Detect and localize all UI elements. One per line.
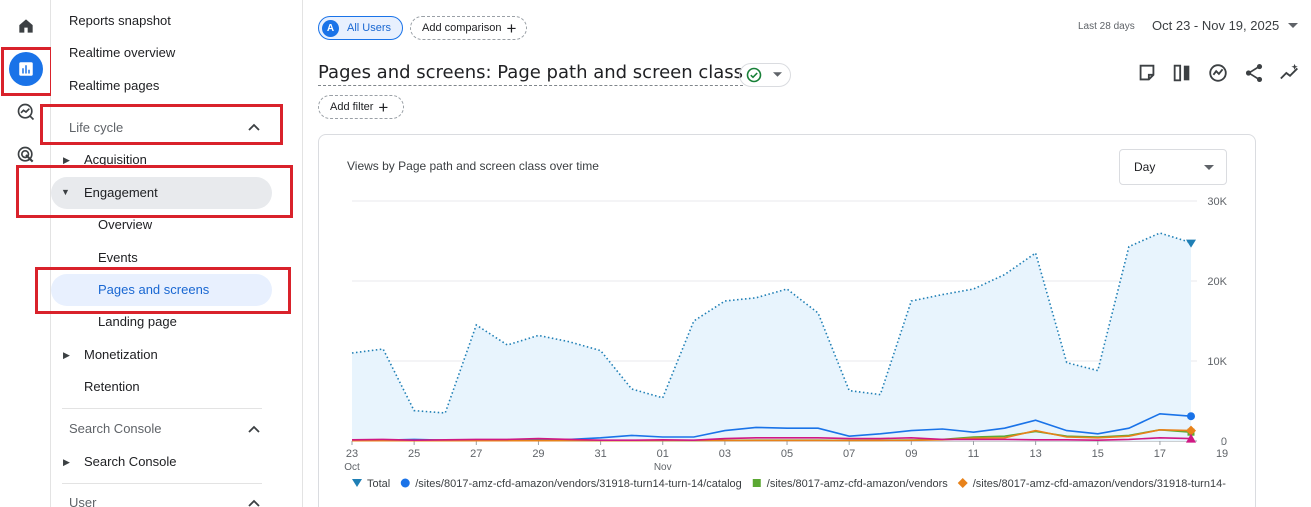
- nav-acquisition[interactable]: Acquisition: [84, 152, 147, 167]
- nav-search-console[interactable]: Search Console: [84, 454, 177, 469]
- y-tick-label: 30K: [1207, 196, 1227, 208]
- x-tick-label: 13: [1030, 448, 1042, 460]
- segment-label: All Users: [347, 22, 392, 34]
- series-endpoint: [1186, 425, 1196, 436]
- legend-label: /sites/8017-amz-cfd-amazon/vendors/31918…: [415, 478, 742, 490]
- compare-icon[interactable]: [1171, 62, 1193, 84]
- nav-pages-and-screens-bg: [51, 274, 272, 306]
- data-quality-chip[interactable]: [739, 63, 791, 87]
- nav-engagement-bg: [51, 177, 272, 209]
- page-title: Pages and screens: Page path and screen …: [318, 62, 744, 86]
- legend-marker: [957, 478, 968, 488]
- nav-landing-page[interactable]: Landing page: [98, 314, 177, 329]
- x-tick-label: 23: [346, 448, 358, 460]
- x-tick-label: 01: [657, 448, 669, 460]
- chart-title: Views by Page path and screen class over…: [347, 159, 599, 173]
- notes-icon[interactable]: [1136, 62, 1158, 84]
- interval-select-value: Day: [1134, 160, 1156, 174]
- x-tick-label: 07: [843, 448, 855, 460]
- y-tick-label: 10K: [1207, 356, 1227, 368]
- nav-overview[interactable]: Overview: [98, 217, 153, 232]
- nav-realtime-overview[interactable]: Realtime overview: [69, 45, 176, 60]
- caret-right-icon[interactable]: ▶: [63, 155, 70, 165]
- series-area-total: [352, 233, 1191, 441]
- legend-marker: [400, 478, 410, 488]
- share-icon[interactable]: [1243, 62, 1265, 84]
- x-tick-label: 19: [1216, 448, 1228, 460]
- date-range-label: Last 28 days: [1078, 21, 1135, 32]
- home-icon[interactable]: [9, 9, 43, 43]
- nav-section-user[interactable]: User: [69, 495, 97, 507]
- x-tick-label: 17: [1154, 448, 1166, 460]
- nav-events[interactable]: Events: [98, 250, 138, 265]
- add-filter-label: Add filter: [330, 101, 374, 113]
- nav-engagement[interactable]: Engagement: [84, 185, 158, 200]
- plus-icon: +: [378, 97, 389, 117]
- insights-icon[interactable]: [1207, 62, 1229, 84]
- trend-sparkle-icon[interactable]: [1279, 62, 1301, 84]
- legend-label: Total: [367, 478, 390, 490]
- reports-nav: Reports snapshot Realtime overview Realt…: [51, 0, 303, 507]
- check-circle-icon: [746, 67, 762, 83]
- x-tick-label: 09: [905, 448, 917, 460]
- chevron-up-icon[interactable]: [247, 498, 261, 507]
- x-tick-sublabel: Nov: [654, 462, 672, 473]
- x-tick-label: 25: [408, 448, 420, 460]
- advertising-icon[interactable]: [9, 138, 43, 172]
- segment-avatar: A: [322, 19, 339, 37]
- views-over-time-chart: 0 10K 20K 30K 23 Oct 25 27 29 31 01 Nov 03 05 07 09 11 13…: [344, 196, 1228, 490]
- chevron-up-icon[interactable]: [247, 122, 261, 132]
- caret-right-icon[interactable]: ▶: [63, 350, 70, 360]
- segment-chip-all-users[interactable]: A All Users: [318, 16, 403, 40]
- chevron-down-icon: [773, 72, 782, 77]
- caret-right-icon[interactable]: ▶: [63, 457, 70, 467]
- date-range-value[interactable]: Oct 23 - Nov 19, 2025: [1152, 18, 1280, 33]
- x-tick-label: 29: [532, 448, 544, 460]
- x-tick-label: 27: [470, 448, 482, 460]
- highlight-pages-and-screens: [35, 267, 291, 314]
- add-comparison-label: Add comparison: [422, 22, 502, 34]
- reports-icon[interactable]: [9, 52, 43, 86]
- legend-label: /sites/8017-amz-cfd-amazon/vendors: [767, 478, 948, 490]
- add-filter-button[interactable]: Add filter +: [318, 95, 404, 119]
- legend-label: /sites/8017-amz-cfd-amazon/vendors/31918…: [973, 478, 1226, 490]
- highlight-lifecycle: [40, 104, 283, 145]
- nav-section-search-console[interactable]: Search Console: [69, 421, 162, 436]
- left-rail: [0, 0, 51, 507]
- explore-icon[interactable]: [9, 95, 43, 129]
- nav-retention[interactable]: Retention: [84, 379, 140, 394]
- nav-divider: [62, 408, 262, 409]
- x-tick-label: 03: [719, 448, 731, 460]
- chevron-up-icon[interactable]: [247, 424, 261, 434]
- interval-select[interactable]: Day: [1119, 149, 1227, 185]
- series-endpoint: [1186, 433, 1196, 443]
- chevron-down-icon[interactable]: [1287, 22, 1299, 30]
- caret-down-icon[interactable]: ▼: [61, 187, 70, 197]
- plus-icon: +: [506, 18, 517, 38]
- highlight-engagement: [16, 165, 293, 218]
- add-comparison-button[interactable]: Add comparison +: [410, 16, 527, 40]
- nav-monetization[interactable]: Monetization: [84, 347, 158, 362]
- nav-divider: [62, 483, 262, 484]
- legend-marker: [752, 479, 761, 487]
- series-line-4: [351, 436, 1192, 442]
- x-tick-sublabel: Oct: [344, 462, 360, 473]
- series-line-3: [352, 428, 1192, 442]
- chevron-down-icon: [1204, 165, 1214, 170]
- y-tick-label: 0: [1221, 436, 1227, 448]
- x-tick-label: 05: [781, 448, 793, 460]
- nav-section-lifecycle[interactable]: Life cycle: [69, 120, 124, 135]
- nav-reports-snapshot[interactable]: Reports snapshot: [69, 13, 171, 28]
- series-endpoint: [1187, 412, 1195, 421]
- y-tick-label: 20K: [1207, 276, 1227, 288]
- legend-marker-total: [352, 479, 362, 487]
- x-tick-label: 31: [594, 448, 606, 460]
- x-tick-label: 11: [968, 448, 979, 460]
- nav-realtime-pages[interactable]: Realtime pages: [69, 78, 160, 93]
- nav-pages-and-screens[interactable]: Pages and screens: [98, 282, 210, 297]
- x-tick-label: 15: [1092, 448, 1104, 460]
- series-endpoint-total: [1186, 239, 1196, 248]
- series-line-total: [351, 232, 1192, 414]
- highlight-reports-icon: [1, 47, 53, 96]
